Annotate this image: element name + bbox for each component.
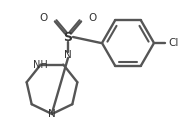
Text: N: N [48, 109, 56, 119]
Text: Cl: Cl [168, 38, 178, 48]
Text: NH: NH [33, 60, 48, 70]
Text: O: O [88, 13, 96, 23]
Text: S: S [63, 31, 72, 44]
Text: N: N [64, 50, 72, 60]
Text: O: O [40, 13, 48, 23]
